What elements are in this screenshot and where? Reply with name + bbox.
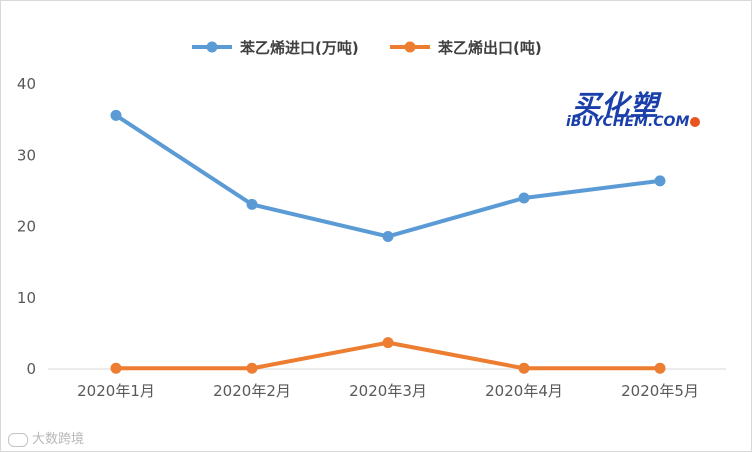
logo-dot-icon <box>690 117 701 127</box>
x-tick-label: 2020年5月 <box>621 382 699 400</box>
x-tick-label: 2020年1月 <box>77 382 155 400</box>
logo-english-label: iBUYCHEM.COM <box>566 114 690 130</box>
y-tick-group: 0 10 20 30 40 <box>17 75 36 378</box>
y-tick-label: 40 <box>17 75 36 93</box>
legend-label: 苯乙烯出口(吨) <box>437 39 542 57</box>
data-point <box>110 109 122 121</box>
data-point <box>654 175 666 187</box>
data-point <box>110 362 122 374</box>
legend-swatch-marker <box>404 41 416 53</box>
x-tick-group: 2020年1月 2020年2月 2020年3月 2020年4月 2020年5月 <box>77 382 699 400</box>
data-point <box>518 192 530 204</box>
watermark: 大数跨境 <box>8 428 84 447</box>
y-tick-label: 0 <box>26 360 36 378</box>
x-tick-label: 2020年2月 <box>213 382 291 400</box>
data-point <box>518 362 530 374</box>
x-tick-label: 2020年3月 <box>349 382 427 400</box>
watermark-icon <box>8 432 28 447</box>
logo-chinese-text: 买化塑 <box>572 89 660 122</box>
legend-swatch-marker <box>206 41 218 53</box>
data-point <box>654 362 666 374</box>
data-point <box>382 230 394 242</box>
y-tick-label: 10 <box>17 289 36 307</box>
ibuychem-logo: 买化塑 iBUYCHEM.COM <box>566 84 706 134</box>
y-tick-label: 20 <box>17 218 36 236</box>
watermark-text: 大数跨境 <box>32 432 85 447</box>
legend-label: 苯乙烯进口(万吨) <box>239 39 359 57</box>
x-tick-label: 2020年4月 <box>485 382 563 400</box>
series-lines <box>110 109 666 374</box>
legend: 苯乙烯进口(万吨) 苯乙烯出口(吨) <box>192 39 542 57</box>
data-point <box>382 337 394 349</box>
data-point <box>246 362 258 374</box>
y-tick-label: 30 <box>17 146 36 164</box>
logo-english-text: iBUYCHEM.COM <box>566 114 701 130</box>
data-point <box>246 198 258 210</box>
